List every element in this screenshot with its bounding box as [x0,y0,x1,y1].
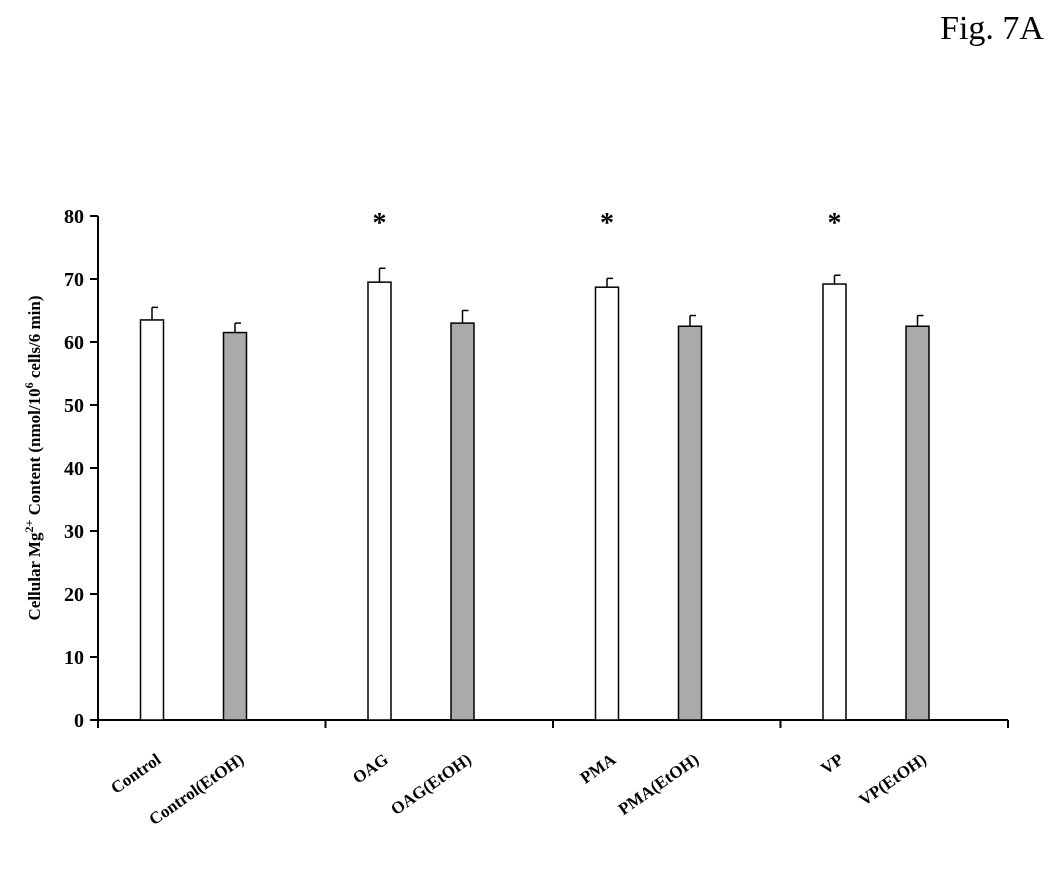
bar-vp-etoh [905,325,930,721]
bar-vp [822,283,847,721]
y-tick-label: 0 [74,710,84,732]
y-tick-label: 30 [64,521,84,543]
bar-pma-etoh [677,325,703,721]
bar-pma [594,286,620,721]
significance-marker: * [373,208,387,239]
y-tick-label: 20 [64,584,84,606]
x-tick-label: PMA [577,749,620,787]
x-tick-label: Control [107,750,164,798]
y-tick-label: 60 [64,332,84,354]
y-tick-label: 40 [64,458,84,480]
y-tick-label: 70 [64,269,84,291]
bar-control-etoh [222,331,248,721]
y-axis-title: Cellular Mg2+ Content (nmol/106 cells/6 … [22,296,44,621]
bar-control [139,319,165,721]
bars: * * * [139,208,930,721]
x-tick-label: PMA(EtOH) [615,750,702,819]
bar-oag-etoh [450,322,475,721]
x-tick-label: VP [817,750,846,779]
bar-oag [367,281,392,721]
y-tick-label: 10 [64,647,84,669]
y-axis: 0 10 20 30 40 50 60 70 80 [64,206,99,732]
significance-marker: * [600,208,614,239]
x-tick-label: OAG [349,750,392,788]
figure-label: Fig. 7A [940,10,1044,47]
significance-marker: * [828,208,842,239]
x-tick-label: OAG(EtOH) [387,750,474,819]
y-tick-label: 80 [64,206,84,228]
x-tick-label: VP(EtOH) [855,750,929,810]
y-tick-label: 50 [64,395,84,417]
